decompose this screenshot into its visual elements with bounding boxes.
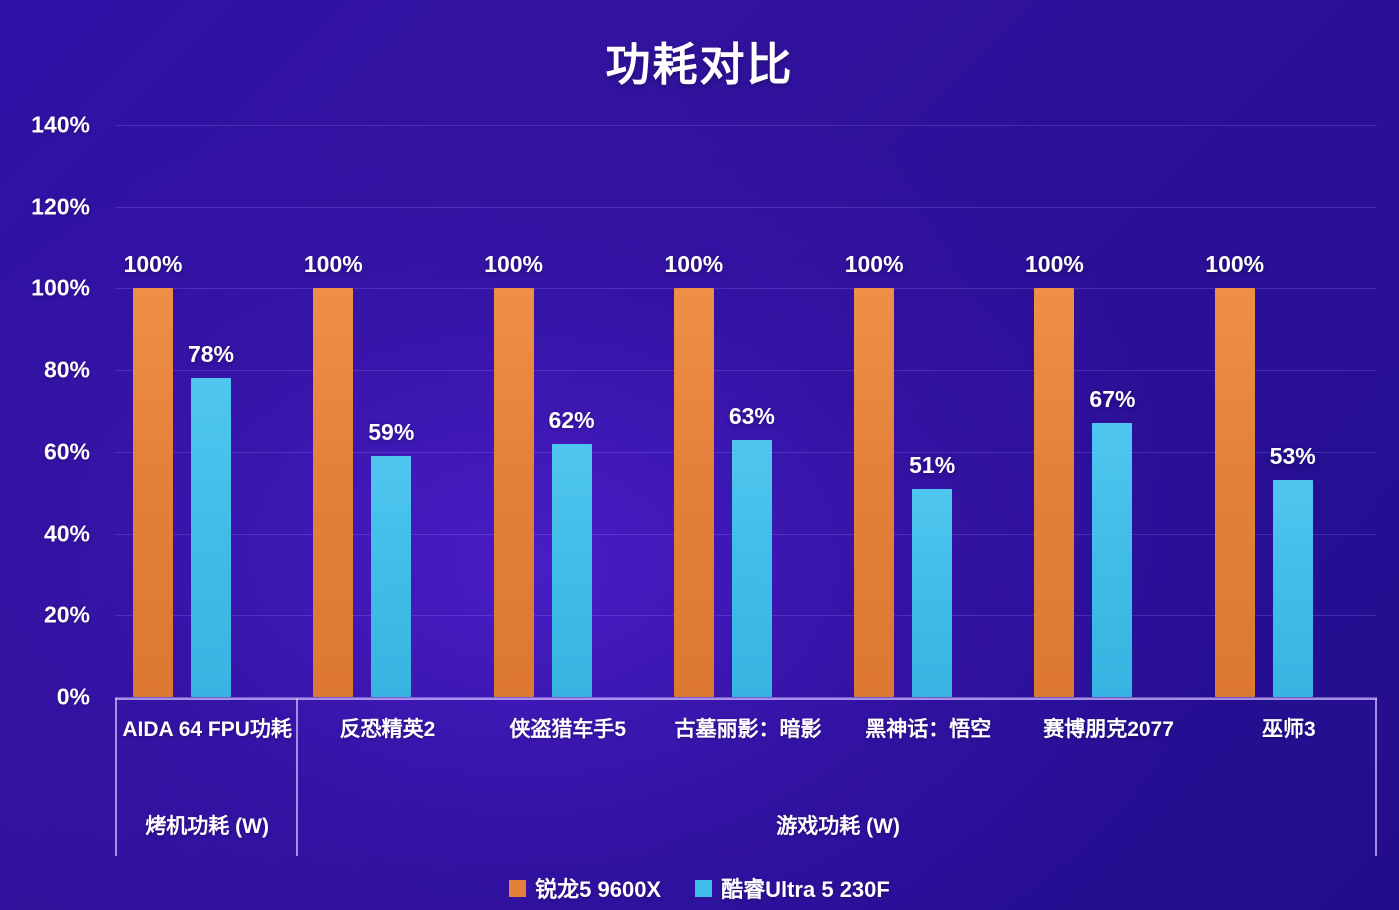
bar-group: 100% 51% [836,125,1016,697]
bar[interactable] [1034,288,1075,697]
group-label: 烤机功耗 (W) [145,815,269,838]
category-label: 赛博朋克2077 [1043,718,1174,741]
bar-value-label: 100% [484,251,543,278]
y-axis-tick-label: 60% [43,438,90,465]
bar-group: 100% 78% [115,125,295,697]
category-axis: AIDA 64 FPU功耗 反恐精英2 侠盗猎车手5 古墓丽影：暗影 黑神话：悟空 赛博朋… [115,698,1377,856]
gridline [115,697,1377,698]
bar[interactable] [133,288,173,697]
bar-value-label: 100% [303,251,363,278]
y-axis-tick-label: 0% [56,683,90,710]
legend-item[interactable]: 酷睿Ultra 5 230F [695,872,890,904]
chart-title: 功耗对比 [605,39,794,90]
gridline [115,370,1377,372]
bar-value-label: 62% [548,406,595,433]
legend-swatch-icon [695,879,713,897]
bar[interactable] [1272,480,1313,697]
legend-item[interactable]: 锐龙5 9600X [509,872,661,904]
bar-group: 100% 53% [1197,125,1377,697]
bar-group: 100% 67% [1016,125,1196,697]
gridline [115,125,1377,126]
category-label: 黑神话：悟空 [865,718,992,741]
bar[interactable] [313,288,354,697]
bar[interactable] [371,455,412,697]
y-axis-tick-label: 100% [31,274,90,301]
group-label: 游戏功耗 (W) [776,815,900,838]
bar[interactable] [493,288,534,697]
gridline [115,206,1377,208]
bar[interactable] [731,439,772,697]
category-label: 古墓丽影：暗影 [674,718,822,741]
bar-value-label: 59% [368,418,415,445]
bar-value-label: 63% [728,402,775,429]
bar-group: 100% 62% [476,125,656,697]
bar-value-label: 100% [1025,251,1084,278]
category-label: AIDA 64 FPU功耗 [122,718,292,741]
bar[interactable] [912,488,953,697]
bar[interactable] [191,378,231,697]
bar[interactable] [673,288,714,697]
category-separator [296,698,299,856]
category-label: 侠盗猎车手5 [509,718,627,741]
bar-value-label: 67% [1089,386,1136,413]
legend-label: 锐龙5 9600X [535,877,662,902]
bar-value-label: 100% [844,251,904,278]
bar-value-label: 51% [909,451,956,478]
bar-value-label: 53% [1269,443,1316,470]
legend-label: 酷睿Ultra 5 230F [721,877,890,902]
bar[interactable] [1214,288,1255,697]
legend-swatch-icon [509,879,527,897]
category-label: 巫师3 [1262,718,1316,741]
y-axis-tick-label: 40% [43,520,90,547]
bar[interactable] [854,288,895,697]
category-label: 反恐精英2 [339,718,436,741]
y-axis-tick-label: 120% [31,193,90,220]
y-axis-tick-label: 80% [43,356,90,383]
bar-group: 100% 63% [656,125,836,697]
y-axis-tick-label: 20% [43,601,90,628]
bar-group: 100% 59% [295,125,475,697]
bar-value-label: 100% [1205,251,1265,278]
y-axis-tick-label: 140% [31,111,90,138]
bar-value-label: 100% [664,251,724,278]
legend: 锐龙5 9600X 酷睿Ultra 5 230F [0,872,1399,904]
gridline [115,288,1377,290]
bar[interactable] [1092,423,1133,697]
bar-value-label: 100% [123,251,183,278]
bar[interactable] [551,443,592,697]
plot-area: 140% 120% 100% 80% 60% 40% 20% 0% 100% 78% 100% 59… [31,112,1377,710]
bar-value-label: 78% [187,341,235,368]
